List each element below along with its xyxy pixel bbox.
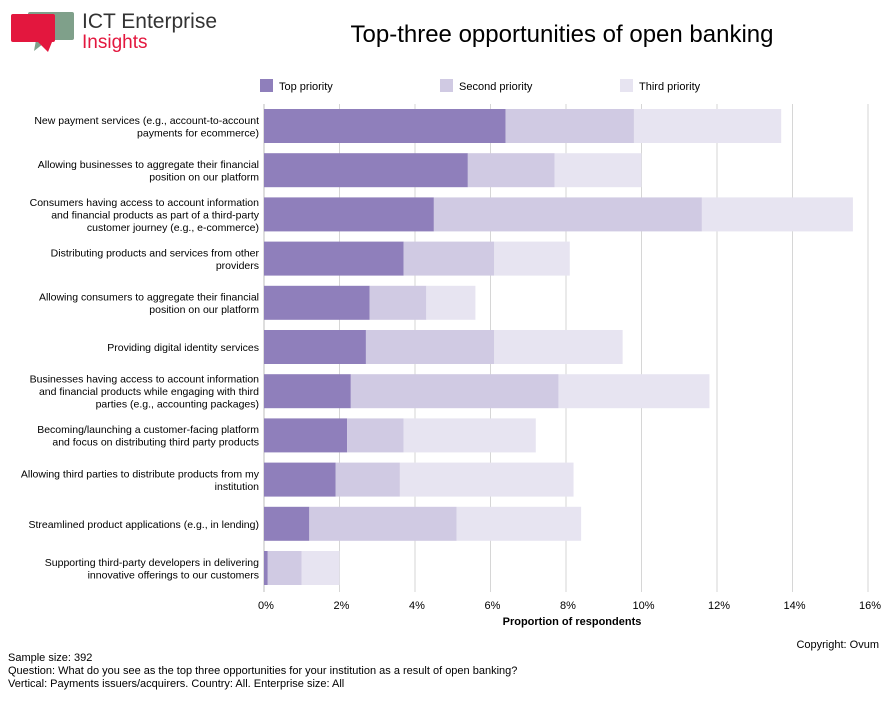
category-labels: New payment services (e.g., account-to-a… [21, 115, 260, 582]
bar-segment [264, 241, 404, 276]
bar-segment [467, 153, 555, 188]
chart-title: Top-three opportunities of open banking [350, 21, 774, 48]
bar-segment [633, 109, 782, 143]
x-tick-label: 6% [485, 600, 501, 612]
legend-swatch [620, 79, 633, 92]
category-label: Allowing third parties to distribute pro… [21, 468, 260, 493]
ict-logo [11, 12, 74, 52]
bar-segment [264, 197, 434, 232]
x-tick-label: 0% [258, 600, 274, 612]
legend-label: Third priority [639, 81, 701, 93]
bar-segment [554, 153, 642, 188]
legend-swatch [260, 79, 273, 92]
bar-segment [309, 506, 457, 541]
bar-segment [403, 241, 495, 276]
legend-swatch [440, 79, 453, 92]
bar-segment [264, 551, 268, 585]
survey-question: Question: What do you see as the top thr… [8, 665, 518, 677]
x-tick-labels: 0% 2% 4% 6% 8% 10% 12% 14% 16% [258, 600, 881, 612]
bar-segment [558, 374, 710, 409]
bar-segment [494, 241, 570, 276]
bars [264, 109, 853, 585]
category-label: Becoming/launching a customer-facing pla… [37, 424, 259, 449]
category-label: Businesses having access to account info… [30, 374, 260, 411]
filters: Vertical: Payments issuers/acquirers. Co… [8, 678, 345, 690]
category-label: Allowing consumers to aggregate their fi… [39, 292, 259, 317]
x-axis-title: Proportion of respondents [503, 616, 642, 628]
bar-segment [264, 506, 310, 541]
logo-red-tail [38, 42, 52, 52]
bar-segment [264, 462, 336, 497]
category-label: Consumers having access to account infor… [30, 197, 260, 234]
x-tick-label: 2% [334, 600, 350, 612]
x-tick-label: 10% [632, 600, 654, 612]
x-tick-label: 8% [560, 600, 576, 612]
legend: Top priority Second priority Third priorit… [260, 79, 701, 93]
bar-segment [347, 418, 404, 453]
bar-segment [426, 285, 476, 320]
bar-segment [365, 330, 495, 364]
legend-label: Second priority [459, 81, 533, 93]
x-tick-label: 16% [859, 600, 881, 612]
bar-segment [264, 153, 468, 188]
copyright: Copyright: Ovum [796, 639, 879, 651]
x-tick-label: 12% [708, 600, 730, 612]
bar-segment [701, 197, 853, 232]
x-tick-label: 4% [409, 600, 425, 612]
legend-label: Top priority [279, 81, 333, 93]
bar-segment [335, 462, 400, 497]
bar-segment [264, 418, 348, 453]
logo-text-line1: ICT Enterprise [82, 10, 217, 33]
bar-segment [301, 551, 340, 585]
category-label: Supporting third-party developers in del… [45, 557, 259, 582]
bar-segment [264, 285, 370, 320]
x-tick-label: 14% [783, 600, 805, 612]
logo-text-line2: Insights [82, 32, 148, 53]
sample-size: Sample size: 392 [8, 652, 93, 664]
bar-segment [399, 462, 574, 497]
bar-segment [433, 197, 702, 232]
bar-segment [264, 109, 506, 143]
logo-red-bubble [11, 14, 55, 42]
bar-segment [456, 506, 582, 541]
category-label: Distributing products and services from … [51, 247, 260, 272]
bar-segment [350, 374, 559, 409]
category-label: Allowing businesses to aggregate their f… [38, 159, 259, 184]
category-label: New payment services (e.g., account-to-a… [34, 115, 259, 140]
bar-segment [264, 374, 351, 409]
bar-segment [494, 330, 623, 364]
category-label: Providing digital identity services [107, 342, 259, 354]
bar-segment [369, 285, 427, 320]
stacked-bar-chart: Top priority Second priority Third priorit… [21, 79, 881, 628]
bar-segment [403, 418, 536, 453]
category-label: Streamlined product applications (e.g., … [28, 519, 259, 531]
bar-segment [267, 551, 302, 585]
bar-segment [505, 109, 634, 143]
bar-segment [264, 330, 366, 364]
